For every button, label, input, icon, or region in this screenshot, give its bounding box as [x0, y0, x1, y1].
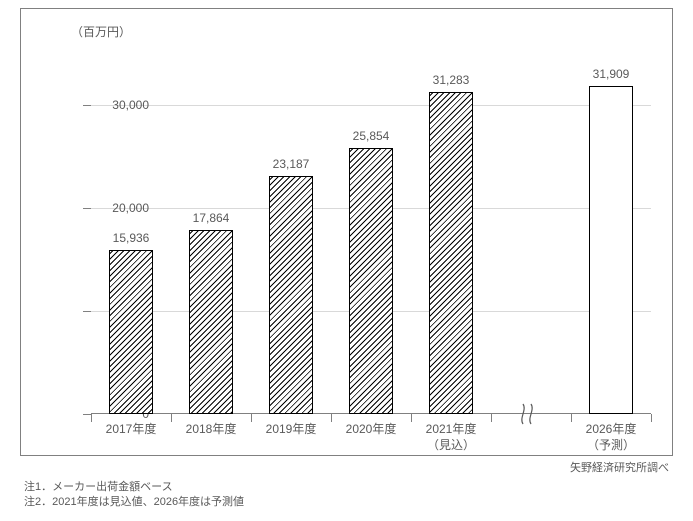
- y-tick-label: 20,000: [89, 201, 149, 215]
- x-tick: [91, 414, 92, 422]
- bar-value-label: 31,909: [593, 67, 630, 86]
- x-tick: [651, 414, 652, 422]
- y-tick-label: 30,000: [89, 98, 149, 112]
- grid-line: [91, 105, 651, 106]
- bar-value-label: 17,864: [193, 211, 230, 230]
- bar: [589, 86, 633, 414]
- bar-value-label: 23,187: [273, 157, 310, 176]
- chart-frame: （百万円） 010,00020,00030,00015,9362017年度17,…: [20, 8, 673, 456]
- x-category-label: 2020年度: [346, 414, 397, 438]
- plot-area: 010,00020,00030,00015,9362017年度17,864201…: [91, 54, 651, 414]
- bar-value-label: 31,283: [433, 73, 470, 92]
- x-tick: [491, 414, 492, 422]
- bar: [269, 176, 313, 414]
- bar: [189, 230, 233, 414]
- x-category-label: 2021年度（見込）: [426, 414, 477, 453]
- bar: [349, 148, 393, 414]
- x-tick: [251, 414, 252, 422]
- bar: [429, 92, 473, 414]
- footnote-2: 注2．2021年度は見込値、2026年度は予測値: [24, 495, 244, 510]
- x-category-label: 2017年度: [106, 414, 157, 438]
- axis-break-icon: [519, 402, 543, 426]
- source-text: 矢野経済研究所調べ: [570, 459, 669, 475]
- x-tick: [411, 414, 412, 422]
- y-unit-label: （百万円）: [71, 23, 131, 40]
- x-category-label: 2019年度: [266, 414, 317, 438]
- x-tick: [171, 414, 172, 422]
- x-category-label: 2026年度（予測）: [586, 414, 637, 453]
- bar-value-label: 15,936: [113, 231, 150, 250]
- footnote-1: 注1．メーカー出荷金額ベース: [24, 480, 244, 495]
- bar: [109, 250, 153, 414]
- x-category-label: 2018年度: [186, 414, 237, 438]
- footnotes: 注1．メーカー出荷金額ベース 注2．2021年度は見込値、2026年度は予測値: [24, 480, 244, 511]
- x-tick: [331, 414, 332, 422]
- bar-value-label: 25,854: [353, 129, 390, 148]
- x-tick: [571, 414, 572, 422]
